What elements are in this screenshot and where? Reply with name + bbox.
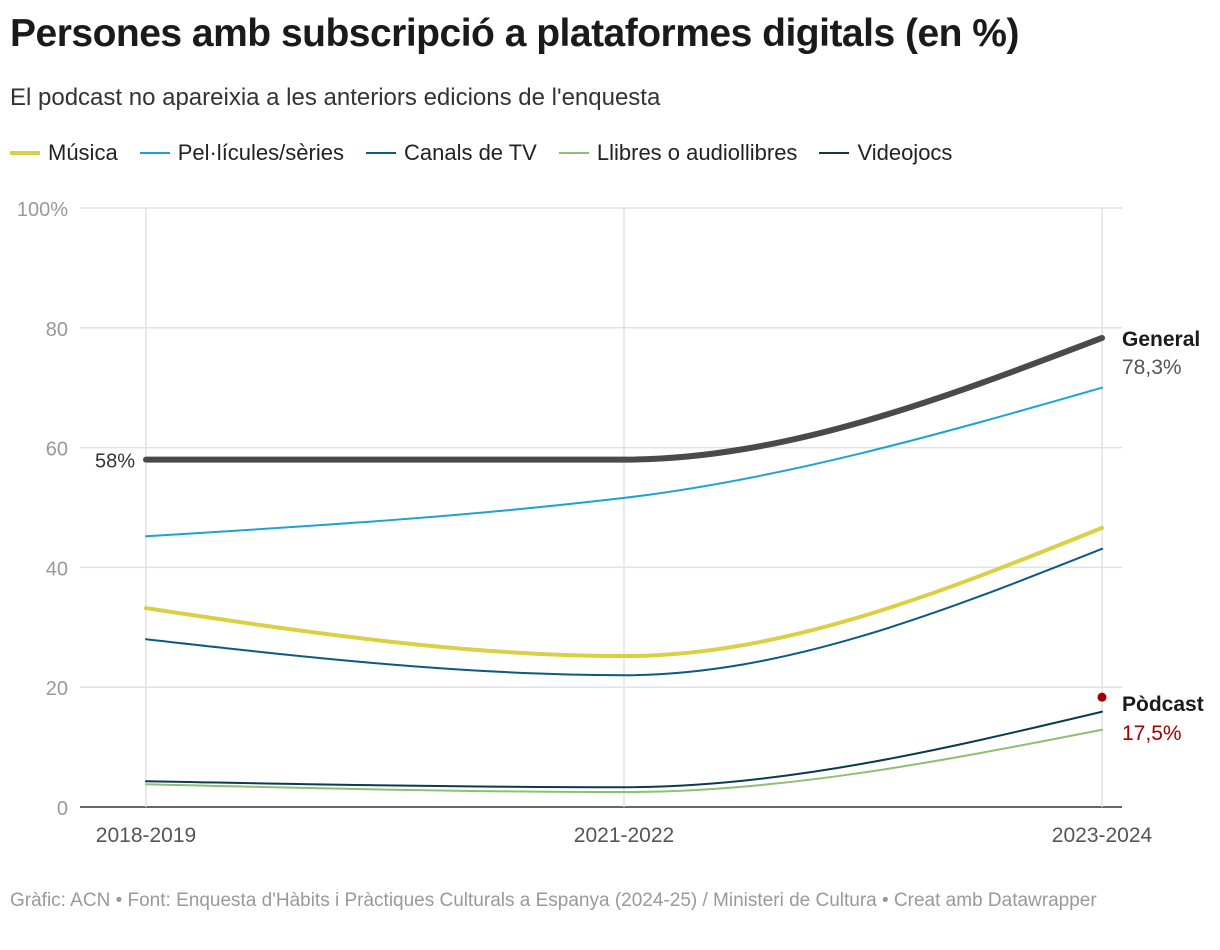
legend-item: Llibres o audiollibres xyxy=(558,140,798,166)
y-tick-label: 20 xyxy=(46,678,68,700)
podcast-point xyxy=(1097,692,1107,702)
x-tick-label: 2018-2019 xyxy=(96,824,196,847)
y-tick-label: 100% xyxy=(17,199,68,221)
chart-title: Persones amb subscripció a plataformes d… xyxy=(10,12,1019,55)
legend-item: Música xyxy=(10,140,118,166)
footer: Gràfic: ACN • Font: Enquesta d'Hàbits i … xyxy=(10,890,1097,911)
legend-swatch xyxy=(139,152,170,154)
legend-item: Videojocs xyxy=(819,140,952,166)
y-tick-label: 0 xyxy=(57,798,68,820)
legend-swatch xyxy=(10,151,40,155)
general-start-label: 58% xyxy=(95,451,135,473)
legend-item: Pel·lícules/sèries xyxy=(139,140,344,166)
y-tick-label: 40 xyxy=(46,558,68,580)
legend-label: Canals de TV xyxy=(403,140,537,165)
general-value: 78,3% xyxy=(1122,356,1182,379)
legend-label: Música xyxy=(48,140,118,165)
series-line-m-sica xyxy=(144,525,1104,659)
podcast-label: Pòdcast xyxy=(1122,693,1204,716)
legend-label: Pel·lícules/sèries xyxy=(177,140,344,165)
legend-item: Canals de TV xyxy=(365,140,537,166)
series-line-llibres-o-audiollibres xyxy=(145,728,1103,794)
legend-swatch xyxy=(819,152,850,154)
series-line-pel-l-cules-s-ries xyxy=(145,386,1103,538)
chart-subtitle: El podcast no apareixia a les anteriors … xyxy=(10,84,661,111)
legend-label: Videojocs xyxy=(857,140,953,165)
legend: Música Pel·lícules/sèries Canals de TV Llib… xyxy=(10,140,952,166)
legend-swatch xyxy=(558,152,589,154)
general-label: General xyxy=(1122,328,1200,351)
x-tick-label: 2021-2022 xyxy=(574,824,674,847)
series-line-general xyxy=(143,334,1105,463)
y-tick-label: 60 xyxy=(46,439,68,461)
series-line-canals-de-tv xyxy=(145,547,1103,677)
podcast-value: 17,5% xyxy=(1122,722,1182,745)
series-line-videojocs xyxy=(145,710,1103,789)
legend-label: Llibres o audiollibres xyxy=(596,140,798,165)
x-tick-label: 2023-2024 xyxy=(1052,824,1153,847)
legend-swatch xyxy=(365,152,396,154)
y-tick-label: 80 xyxy=(46,319,68,341)
